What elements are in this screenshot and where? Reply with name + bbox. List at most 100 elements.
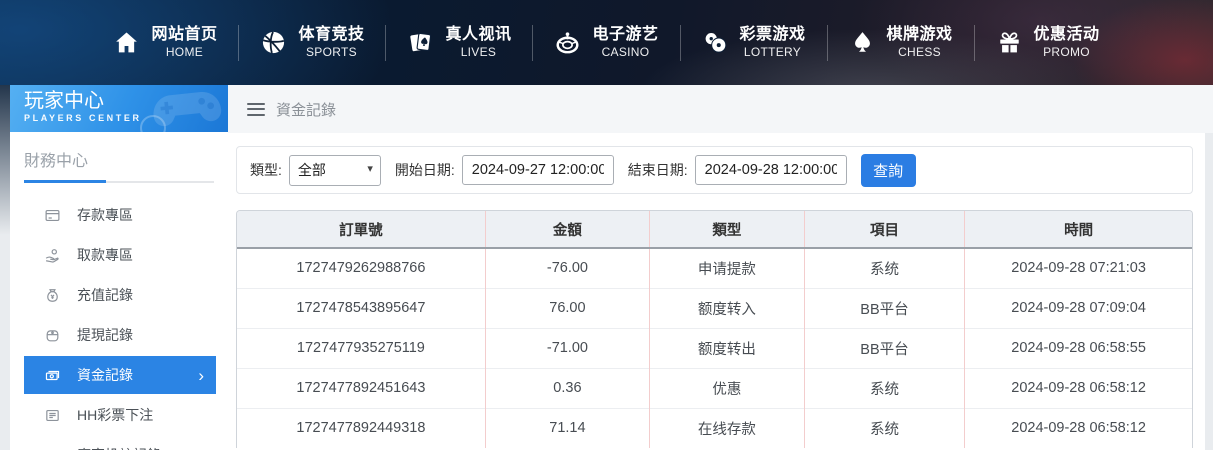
type-label: 類型: [250, 162, 282, 178]
table-cell: 系统 [803, 367, 965, 408]
money-bag-icon [44, 287, 61, 304]
table-cell: 1727477892449318 [237, 407, 486, 448]
gamepad-icon [153, 92, 222, 127]
column-header: 項目 [803, 211, 965, 249]
deposit-icon [44, 207, 61, 224]
checklist-icon [44, 447, 61, 450]
nav-item-label-zh: 真人视讯 [445, 25, 512, 43]
sidebar-item-label: 充值記錄 [77, 287, 133, 303]
table-cell: 71.14 [484, 407, 650, 448]
table-cell: BB平台 [803, 327, 965, 368]
sidebar-item-label: 提現記錄 [77, 327, 133, 343]
sidebar-header: 玩家中心 PLAYERS CENTER [10, 85, 228, 132]
nav-item-label-zh: 网站首页 [151, 25, 218, 43]
end-date-input[interactable] [694, 155, 847, 185]
sidebar-subtitle: PLAYERS CENTER [24, 113, 142, 123]
sidebar-item-label: 取款專區 [77, 247, 133, 263]
nav-item-label-zh: 体育竞技 [298, 25, 365, 43]
table-cell: 76.00 [484, 287, 650, 328]
document-list-icon [44, 407, 61, 424]
nav-item[interactable]: 彩票游戏 LOTTERY [681, 25, 827, 61]
table-cell: 系统 [803, 407, 965, 448]
table-cell: 0.36 [484, 367, 650, 408]
nav-item-label-zh: 电子游艺 [592, 25, 659, 43]
search-button[interactable]: 查詢 [860, 153, 916, 187]
table-body: 1727479262988766 -76.00 申请提款 系统 2024-09-28 0… [237, 248, 1192, 448]
sidebar-item[interactable]: HH彩票下注 › [24, 395, 216, 435]
sidebar-item[interactable]: 取款專區 › [24, 235, 216, 275]
table-cell: 1727478543895647 [237, 287, 486, 328]
table-row: 1727479262988766 -76.00 申请提款 系统 2024-09-28 0… [237, 248, 1192, 288]
records-table-wrap: 訂單號 金額 類型 項目 時間 1727479262988766 -76.00 申请提款 系统… [236, 210, 1193, 448]
table-cell: 在线存款 [649, 407, 805, 448]
nav-item[interactable]: 优惠活动 PROMO [975, 25, 1121, 61]
nav-item-label-en: LOTTERY [743, 44, 802, 59]
sidebar-item[interactable]: 提現記錄 › [24, 315, 216, 355]
table-row: 1727477892449318 71.14 在线存款 系统 2024-09-28 06… [237, 407, 1192, 448]
sidebar-item[interactable]: 資金記錄 › [24, 356, 216, 394]
spade-icon [849, 29, 876, 56]
table-row: 1727477892451643 0.36 优惠 系统 2024-09-28 06:58… [237, 367, 1192, 408]
sidebar: 玩家中心 PLAYERS CENTER 財務中心 存款專區 › 取款專區 › [10, 85, 228, 450]
sidebar-menu: 存款專區 › 取款專區 › 充值記錄 › 提現記錄 › 資金記錄 › HH彩票下 [10, 195, 228, 450]
sports-ball-icon [260, 29, 287, 56]
column-header: 訂單號 [237, 211, 486, 249]
nav-item[interactable]: 网站首页 HOME [92, 25, 238, 61]
nav-item[interactable]: 体育竞技 SPORTS [239, 25, 385, 61]
table-cell: 申请提款 [649, 248, 805, 288]
ball-watermark-icon [140, 115, 166, 132]
sidebar-item-label: HH彩票下注 [77, 407, 154, 423]
nav-divider [973, 24, 975, 61]
table-cell: -71.00 [484, 327, 650, 368]
column-header: 金額 [484, 211, 650, 249]
nav-divider [238, 24, 240, 61]
end-date-label: 結束日期: [627, 162, 688, 178]
nav-item[interactable]: 电子游艺 CASINO [533, 25, 679, 61]
nav-item-label-en: SPORTS [305, 44, 357, 59]
column-header: 時間 [964, 211, 1192, 249]
nav-item-label-en: LIVES [460, 44, 497, 59]
sidebar-item[interactable]: 充值記錄 › [24, 275, 216, 315]
nav-item-label-zh: 优惠活动 [1033, 25, 1100, 43]
breadcrumb: 資金記錄 [228, 85, 1213, 133]
table-cell: 2024-09-28 06:58:12 [964, 367, 1192, 408]
section-divider [24, 180, 214, 183]
gift-icon [996, 29, 1023, 56]
withdraw-hand-icon [44, 247, 61, 264]
type-select-wrap: 全部 [288, 154, 381, 186]
nav-item-label-en: CASINO [601, 44, 650, 59]
table-cell: 系统 [803, 248, 965, 288]
table-cell: 额度转出 [649, 327, 805, 368]
table-cell: 2024-09-28 06:58:12 [964, 407, 1192, 448]
table-cell: 2024-09-28 07:21:03 [964, 248, 1192, 288]
nav-item[interactable]: 真人视讯 LIVES [386, 25, 532, 61]
playing-cards-icon [407, 29, 434, 56]
page-title: 資金記錄 [276, 101, 337, 119]
roulette-icon [554, 29, 581, 56]
filter-bar: 類型: 全部 開始日期: 結束日期: 查詢 [236, 146, 1193, 194]
table-cell: 1727479262988766 [296, 260, 426, 277]
table-row: 1727478543895647 76.00 额度转入 BB平台 2024-09-28 … [237, 287, 1192, 328]
sidebar-item-label: 廳室投註記錄 [77, 445, 161, 450]
nav-divider [826, 24, 828, 61]
home-icon [113, 29, 140, 56]
sidebar-item[interactable]: 存款專區 › [24, 195, 216, 235]
nav-divider [679, 24, 681, 61]
hamburger-menu-icon[interactable] [247, 102, 265, 116]
nav-item-label-en: HOME [165, 44, 204, 59]
main-area: 資金記錄 類型: 全部 開始日期: 結束日期: 查詢 [228, 85, 1213, 450]
table-row: 1727477935275119 -71.00 额度转出 BB平台 2024-09-28… [237, 327, 1192, 368]
nav-divider [532, 24, 534, 61]
type-select[interactable]: 全部 [288, 154, 381, 186]
table-header-row: 訂單號 金額 類型 項目 時間 [237, 211, 1192, 249]
sidebar-item-label: 存款專區 [77, 207, 133, 223]
nav-item[interactable]: 棋牌游戏 CHESS [828, 25, 974, 61]
records-table: 訂單號 金額 類型 項目 時間 1727479262988766 -76.00 申请提款 系统… [237, 211, 1192, 448]
start-date-input[interactable] [461, 155, 614, 185]
sidebar-item[interactable]: 廳室投註記錄 › [24, 435, 216, 450]
table-cell: 优惠 [649, 367, 805, 408]
table-cell: 2024-09-28 06:58:55 [964, 327, 1192, 368]
top-nav-items: 网站首页 HOME 体育竞技 SPORTS 真人视讯 LIVES 电子游艺 CA… [92, 24, 1121, 61]
